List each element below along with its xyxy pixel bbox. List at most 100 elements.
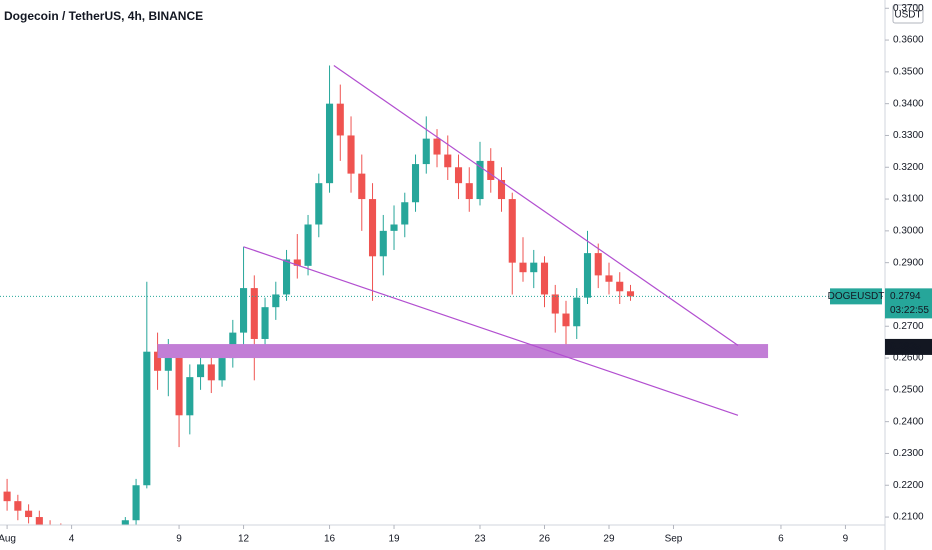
x-tick-label: Sep [665, 534, 683, 545]
y-tick-label: 0.3100 [893, 194, 924, 205]
candle-body [508, 199, 516, 263]
candle-body [293, 259, 301, 266]
candle-body [175, 351, 183, 416]
y-tick-label: 0.2700 [893, 321, 924, 332]
candle-body [197, 364, 205, 378]
y-tick-label: 0.2900 [893, 257, 924, 268]
candle-body [444, 154, 452, 168]
candle-body [379, 230, 387, 257]
candle-body [282, 259, 291, 295]
price-label: 0.2794 [890, 291, 921, 302]
currency-box[interactable] [892, 4, 924, 24]
y-tick-label: 0.2600 [893, 353, 924, 364]
candle-body [616, 281, 624, 292]
candle-body [594, 253, 602, 276]
candle-body [240, 288, 248, 333]
countdown: 03:22:55 [890, 305, 929, 316]
x-tick-label: 16 [324, 534, 336, 545]
candle-body [583, 253, 592, 298]
y-tick-label: 0.3600 [893, 35, 924, 46]
candle-body [25, 510, 33, 518]
candle-body [476, 160, 484, 200]
candle-body [390, 224, 398, 231]
candle-body [401, 202, 409, 225]
x-tick-label: 9 [843, 534, 849, 545]
y-tick-label: 0.3500 [893, 67, 924, 78]
candle-body [422, 138, 430, 165]
candle-body [272, 294, 280, 308]
x-tick-label: 6 [778, 534, 784, 545]
candle-body [164, 351, 172, 371]
trendline [333, 65, 739, 346]
x-tick-label: 26 [539, 534, 551, 545]
candle-body [573, 297, 581, 327]
candle-body [368, 199, 377, 257]
y-tick-label: 0.2200 [893, 480, 924, 491]
x-tick-label: 23 [474, 534, 486, 545]
candle-body [90, 542, 97, 545]
candle-body [540, 262, 549, 295]
candle-body [121, 520, 129, 525]
candle-body [3, 491, 11, 502]
candle-body [261, 307, 269, 339]
y-tick-label: 0.2400 [893, 416, 924, 427]
y-tick-label: 0.3200 [893, 162, 924, 173]
candle-body [530, 262, 538, 273]
plot-area [3, 65, 769, 545]
candle-body [325, 103, 334, 184]
y-tick-label: 0.3300 [893, 130, 924, 141]
candle-body [57, 533, 64, 539]
y-tick-label: 0.3700 [893, 3, 924, 14]
price-badge [885, 288, 932, 319]
candle-body [336, 103, 344, 136]
x-tick-label: 19 [388, 534, 400, 545]
candle-body [14, 501, 22, 511]
x-tick-label: 12 [238, 534, 250, 545]
candle-body [207, 364, 215, 381]
candle-body [143, 351, 151, 486]
y-tick-label: 0.3000 [893, 226, 924, 237]
candle-body [487, 160, 495, 180]
trendline [243, 246, 739, 416]
symbol-badge [830, 288, 882, 305]
x-tick-label: 9 [176, 534, 182, 545]
y-tick-label: 0.2100 [893, 512, 924, 523]
y-tick-label: 0.2500 [893, 384, 924, 395]
candle-body [35, 517, 43, 525]
candle-body [47, 530, 54, 533]
candle-body [347, 135, 355, 174]
candle-body [433, 138, 441, 155]
candle-body [497, 179, 506, 200]
candle-body [605, 275, 613, 282]
x-tick-label: Aug [0, 534, 16, 545]
currency[interactable]: USDT [894, 10, 921, 21]
candle-body [562, 313, 570, 327]
candle-body [154, 351, 162, 371]
candle-body [111, 533, 118, 539]
chart-title: Dogecoin / TetherUS, 4h, BINANCE [4, 9, 203, 23]
candle-body [250, 288, 258, 339]
x-tick-label: 4 [69, 534, 75, 545]
candle-body [186, 377, 194, 416]
candle-body [132, 485, 140, 521]
level-label: 0.2635 [890, 342, 921, 353]
candle-body [315, 183, 323, 225]
y-tick-label: 0.2300 [893, 448, 924, 459]
candle-body [358, 173, 366, 200]
support-zone [157, 344, 769, 359]
candle-body [304, 224, 312, 266]
symbol-label: DOGEUSDT [828, 291, 885, 302]
candle-body [465, 183, 473, 200]
x-tick-label: 29 [603, 534, 615, 545]
candle-body [79, 536, 86, 542]
candle-body [551, 294, 559, 314]
candle-body [218, 358, 226, 381]
level-badge [885, 338, 932, 355]
candle-body [519, 262, 527, 273]
candle-body [454, 167, 463, 184]
candle-body [626, 291, 635, 297]
y-tick-label: 0.3400 [893, 98, 924, 109]
candle-body [411, 164, 420, 203]
candle-body [100, 539, 107, 545]
